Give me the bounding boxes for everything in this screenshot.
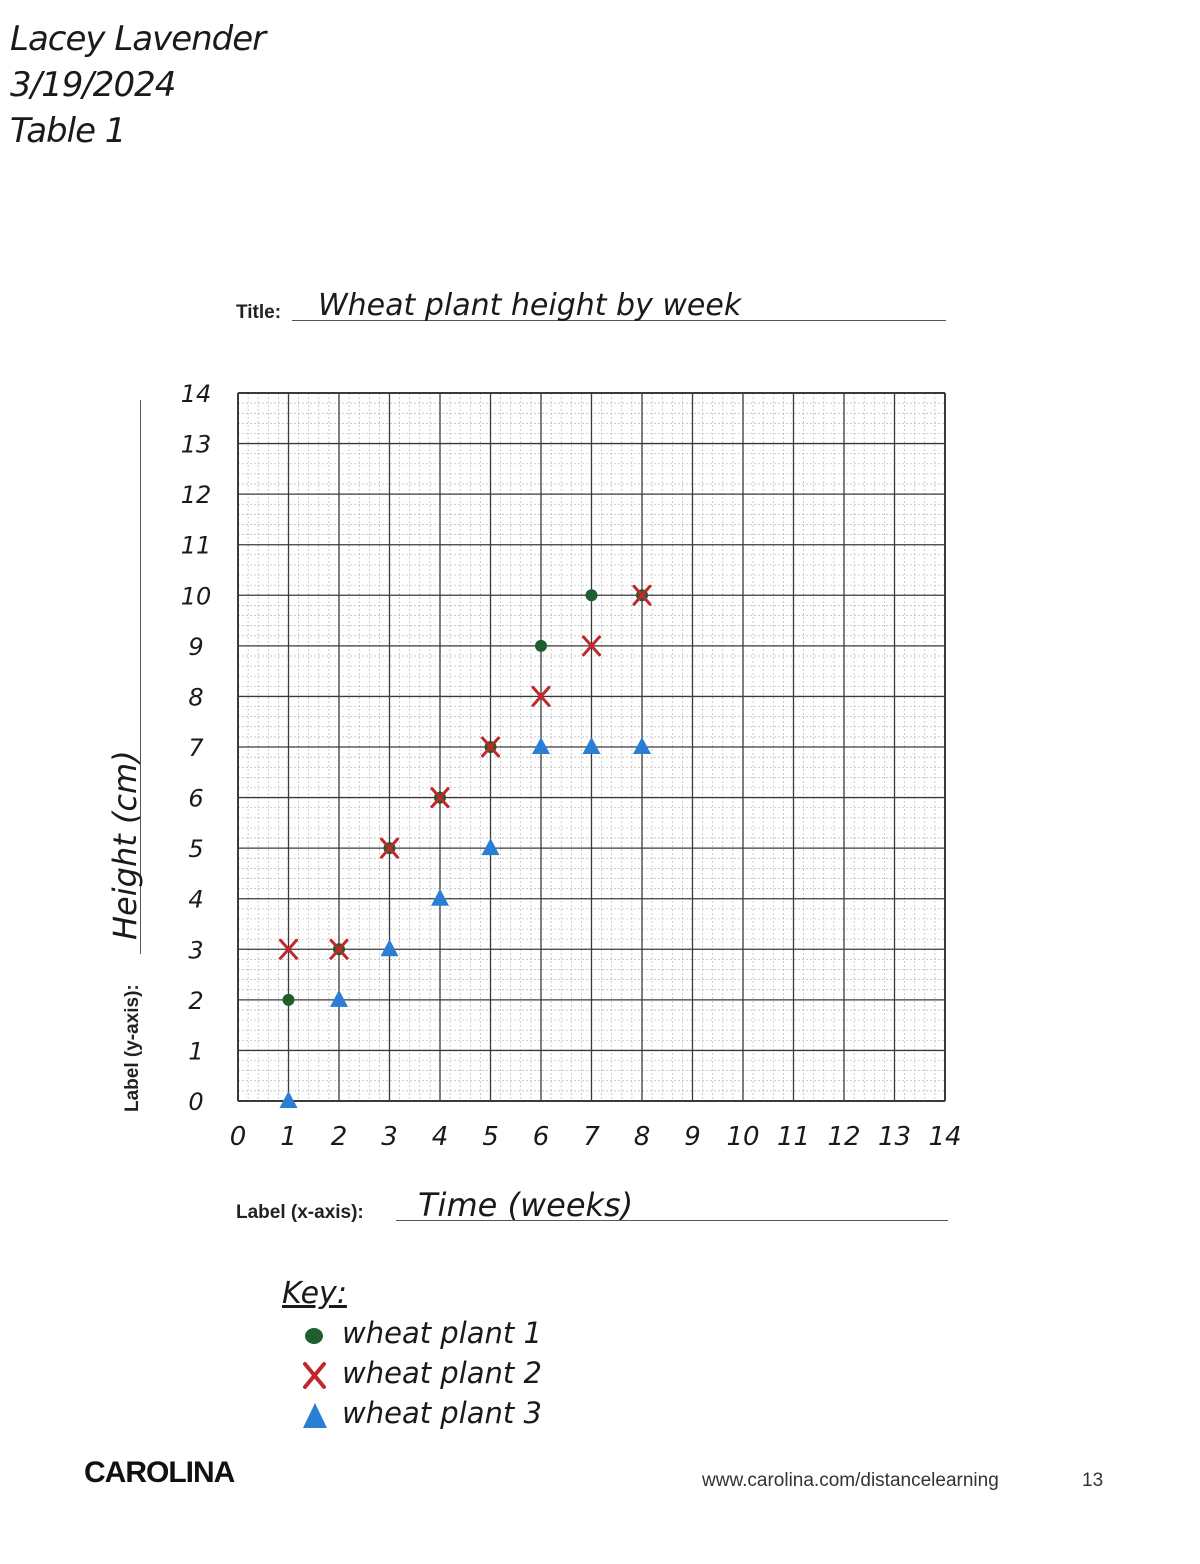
x-tick-label: 0 (230, 1122, 247, 1152)
y-tick-label: 7 (188, 734, 204, 762)
y-tick-label: 0 (188, 1088, 203, 1116)
y-tick-label: 8 (188, 683, 203, 711)
x-tick-label: 6 (533, 1122, 550, 1152)
xlabel-label: Label (x-axis): (236, 1202, 364, 1223)
legend-item-plant-1: wheat plant 1 (300, 1316, 560, 1356)
x-tick-label: 3 (381, 1122, 398, 1152)
plant-2-point (380, 837, 399, 859)
page-number: 13 (1082, 1470, 1104, 1491)
y-tick-label: 12 (181, 481, 212, 509)
legend-label: wheat plant 3 (342, 1396, 542, 1430)
carolina-logo: CAROLINA (84, 1456, 235, 1489)
plant-1-point (585, 589, 598, 602)
red-x-icon (303, 1362, 326, 1389)
plant-3-point (582, 737, 601, 754)
y-tick-label: 13 (181, 431, 212, 459)
y-tick-label: 14 (181, 380, 212, 408)
y-tick-label: 6 (188, 785, 203, 813)
plant-3-point (380, 939, 399, 957)
x-tick-label: 12 (827, 1122, 860, 1152)
plant-2-point (582, 635, 601, 657)
y-tick-label: 5 (188, 835, 203, 863)
plant-1-point (282, 993, 295, 1006)
plant-2-point (279, 938, 298, 960)
title-label: Title: (236, 302, 282, 323)
x-tick-label: 1 (280, 1122, 297, 1152)
legend-label: wheat plant 2 (342, 1356, 542, 1390)
plant-3-point (431, 888, 449, 906)
x-axis-label: Time (weeks) (418, 1186, 634, 1224)
x-tick-label: 5 (482, 1122, 499, 1152)
legend-item-plant-2: wheat plant 2 (300, 1356, 560, 1396)
plant-2-point (329, 938, 349, 960)
plant-3-point (481, 838, 500, 856)
y-tick-label: 3 (188, 936, 203, 964)
plant-3-point (532, 737, 550, 754)
legend: Key: wheat plant 1 wheat plant 2 wheat p… (282, 1276, 542, 1430)
x-tick-labels: 0 1 2 3 4 5 6 7 8 9 10 11 12 13 14 (230, 1122, 962, 1152)
footer-url: www.carolina.com/distancelearning (702, 1470, 999, 1491)
y-tick-label: 1 (188, 1037, 203, 1065)
plant-3-point (633, 737, 651, 754)
y-tick-label: 9 (188, 633, 203, 661)
x-tick-label: 2 (331, 1122, 348, 1152)
legend-title: Key: (282, 1276, 347, 1311)
student-name: Lacey Lavender (10, 19, 266, 59)
y-tick-label: 4 (188, 886, 203, 914)
x-tick-label: 4 (432, 1122, 449, 1152)
table-id: Table 1 (10, 111, 126, 151)
xlabel-underline (396, 1220, 948, 1221)
y-tick-label: 2 (188, 987, 203, 1015)
plant-2-point (430, 787, 450, 809)
plant-1-point (535, 639, 547, 652)
y-tick-label: 10 (181, 582, 212, 610)
y-tick-label: 11 (181, 532, 212, 560)
legend-label: wheat plant 1 (342, 1316, 542, 1350)
x-tick-label: 9 (684, 1122, 701, 1152)
x-tick-label: 7 (583, 1122, 600, 1152)
chart-title: Wheat plant height by week (318, 288, 742, 323)
plant-2-point (632, 584, 652, 606)
title-underline (292, 320, 946, 321)
plant-2-point (481, 736, 500, 758)
legend-item-plant-3: wheat plant 3 (300, 1396, 560, 1436)
green-dot-icon (305, 1328, 323, 1344)
x-tick-label: 13 (878, 1122, 911, 1152)
date-text: 3/19/2024 (10, 65, 176, 105)
blue-triangle-icon (303, 1403, 327, 1428)
plant-2-point (531, 685, 551, 707)
x-tick-label: 14 (928, 1122, 961, 1152)
xlabel-row: Label (x-axis): Time (weeks) (236, 1186, 948, 1226)
student-header: Lacey Lavender 3/19/2024 Table 1 (10, 16, 266, 154)
plant-3-point (279, 1091, 298, 1108)
x-tick-label: 10 (726, 1122, 759, 1152)
data-points (279, 584, 652, 1108)
plant-3-point (330, 989, 348, 1007)
x-tick-label: 11 (777, 1122, 810, 1152)
title-row: Title: Wheat plant height by week (236, 288, 946, 328)
x-tick-label: 8 (634, 1122, 651, 1152)
